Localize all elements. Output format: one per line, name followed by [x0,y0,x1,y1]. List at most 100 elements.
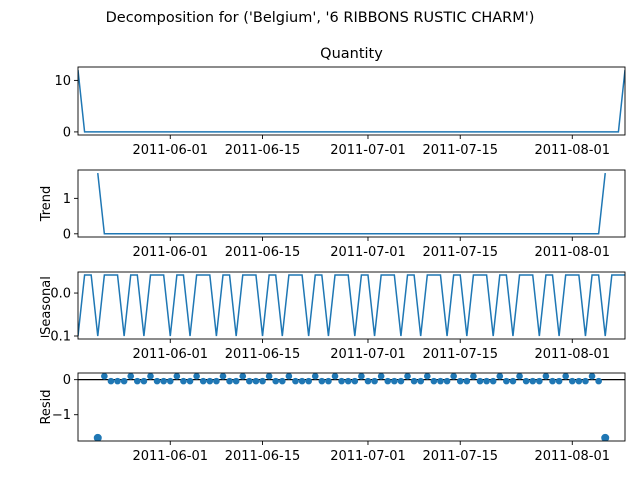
x-tick-label: 2011-06-15 [225,347,301,362]
resid-point [371,377,378,385]
resid-point [279,377,286,385]
x-tick-label: 2011-08-01 [534,449,610,464]
resid-point [246,377,253,385]
panel-title: Quantity [320,46,383,62]
x-tick-label: 2011-08-01 [534,143,610,158]
panel-3: −0.1 0.0 2011-06-01 2011-06-15 2011-07-01 201… [39,271,626,362]
resid-point [206,377,214,385]
resid-point [134,377,141,385]
x-tick-label: 2011-07-15 [422,143,498,158]
x-tick-label: 2011-06-15 [225,245,301,260]
resid-point [529,377,537,385]
panel-frame [77,169,626,238]
x-tick-label: 2011-07-01 [330,143,406,158]
resid-point [364,377,372,385]
resid-point [173,373,181,380]
resid-point [377,373,385,380]
resid-point [107,377,115,385]
panel-2: 0 1 2011-06-01 2011-06-15 2011-07-01 2011-07-… [39,169,626,260]
resid-point [325,377,332,385]
resid-point [120,377,128,385]
resid-point [463,377,471,385]
resid-point [496,373,504,380]
resid-point [101,373,108,380]
resid-point [489,377,497,385]
resid-point [285,373,293,380]
resid-point [331,373,339,380]
resid-point [503,377,510,385]
resid-point [213,377,220,385]
resid-point [595,377,602,385]
y-tick-label: 0 [63,227,71,242]
resid-point [391,377,398,385]
resid-point [568,377,576,385]
seasonal-line [78,274,625,337]
resid-point [93,433,102,441]
x-tick-label: 2011-07-15 [422,347,498,362]
resid-point [430,377,438,385]
series-line-1 [97,172,606,235]
resid-point [311,373,319,380]
resid-point [410,377,418,385]
panel-frame [77,372,626,442]
y-tick-label: 1 [63,192,71,207]
resid-point [351,377,359,385]
x-tick-label: 2011-07-01 [330,245,406,260]
resid-point [384,377,392,385]
resid-point [147,373,154,380]
resid-point [232,377,240,385]
y-axis-label: Resid [39,389,54,424]
resid-point [305,377,312,385]
y-tick-label: 10 [54,74,71,89]
panel-frame [77,271,626,340]
panel-data [78,274,625,337]
resid-point [180,377,187,385]
resid-point [114,377,121,385]
resid-point [318,377,326,385]
figure-suptitle: Decomposition for ('Belgium', '6 RIBBONS… [106,10,535,26]
resid-point [509,377,517,385]
resid-point [358,373,365,380]
resid-point [588,373,596,380]
resid-point [193,373,200,380]
x-tick-label: 2011-06-01 [132,449,208,464]
resid-point [153,377,161,385]
y-tick-label: 0 [63,373,71,388]
resid-point [582,377,589,385]
x-tick-label: 2011-07-01 [330,449,406,464]
resid-point [437,377,444,385]
resid-point [127,373,135,380]
resid-point [259,377,266,385]
y-tick-label: −0.1 [39,329,71,344]
x-tick-label: 2011-08-01 [534,245,610,260]
resid-point [456,377,464,385]
resid-point [542,373,550,380]
resid-point [219,373,227,380]
y-tick-label: 0 [63,125,71,140]
resid-point [338,377,345,385]
resid-point [483,377,490,385]
panel-data [97,172,606,235]
y-tick-label: −1 [52,408,71,423]
resid-point [417,377,425,385]
y-tick-label: 0.0 [50,287,71,302]
x-tick-label: 2011-07-15 [422,245,498,260]
resid-point [265,373,273,380]
panel-data [78,70,625,133]
resid-point [397,377,405,385]
resid-point [555,377,563,385]
resid-point [292,377,299,385]
resid-point [252,377,260,385]
resid-point [404,373,411,380]
resid-point [344,377,352,385]
panel-1: 0 10 2011-06-01 2011-06-15 2011-07-01 2011-07… [54,46,626,158]
resid-point [549,377,556,385]
resid-point [443,377,451,385]
x-tick-label: 2011-06-15 [225,449,301,464]
resid-point [516,373,523,380]
x-tick-label: 2011-06-01 [132,347,208,362]
resid-point [450,373,457,380]
y-axis-label: Seasonal [39,276,54,335]
resid-point [166,377,174,385]
